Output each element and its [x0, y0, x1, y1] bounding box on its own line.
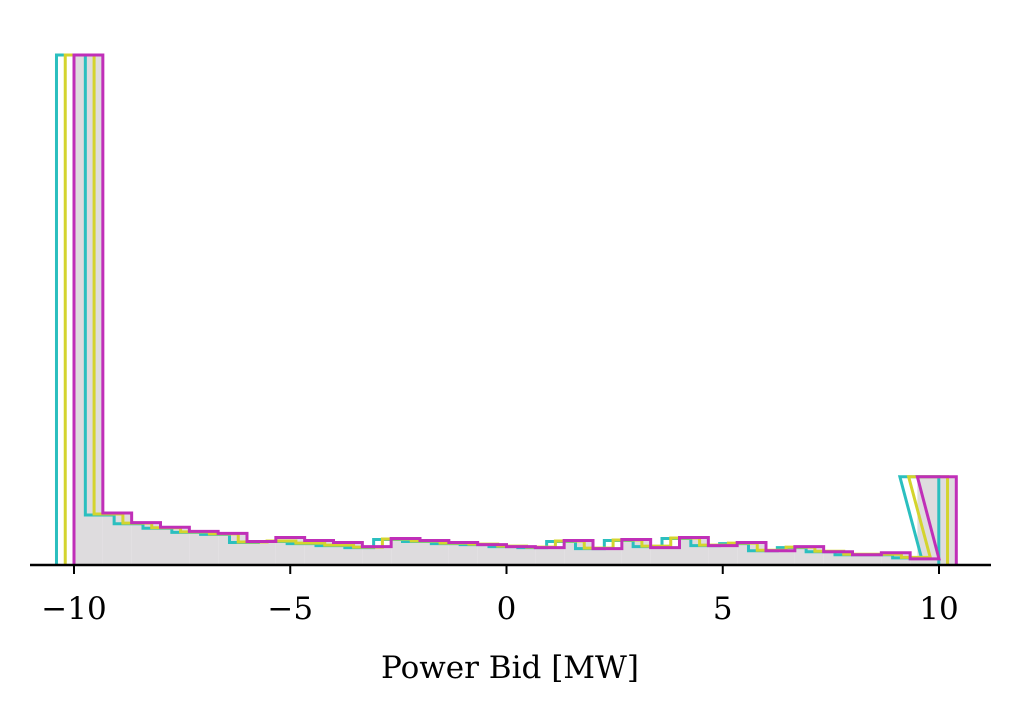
histogram-step-series-2 — [72, 53, 958, 565]
histogram-bar — [102, 512, 132, 565]
x-axis-label: Power Bid [MW] — [381, 650, 639, 686]
histogram-bar — [650, 547, 680, 565]
x-tick-label: −10 — [41, 591, 106, 627]
histogram-bar — [708, 545, 738, 565]
histogram-bar — [74, 55, 103, 565]
histogram-bar — [679, 537, 709, 565]
histogram-step-series-1 — [63, 53, 950, 565]
x-tick-label: 5 — [713, 591, 733, 627]
histogram-bar — [766, 550, 795, 565]
x-tick-label: −5 — [267, 591, 313, 627]
histogram-bar — [448, 542, 478, 565]
histogram-bar — [852, 554, 882, 565]
histogram-bar — [621, 539, 651, 565]
histogram-bar — [247, 541, 276, 565]
histogram-steps-layer — [54, 53, 958, 565]
histogram-bar — [189, 531, 219, 565]
x-tick-label: 10 — [919, 591, 958, 627]
x-tick-label: 0 — [497, 591, 517, 627]
histogram-bar — [794, 546, 824, 565]
histogram-bar — [564, 540, 593, 565]
histogram-bar — [218, 533, 247, 565]
histogram-bar — [362, 546, 392, 565]
histogram-bar — [506, 546, 536, 565]
histogram-bar — [737, 542, 766, 565]
histogram-bar — [593, 548, 622, 565]
x-axis-ticks: −10 −5 0 5 10 — [41, 565, 959, 627]
histogram-step-series-0 — [54, 53, 941, 565]
histogram-bar — [477, 544, 507, 565]
histogram-bar — [535, 547, 565, 565]
histogram-fill-layer — [74, 55, 957, 565]
